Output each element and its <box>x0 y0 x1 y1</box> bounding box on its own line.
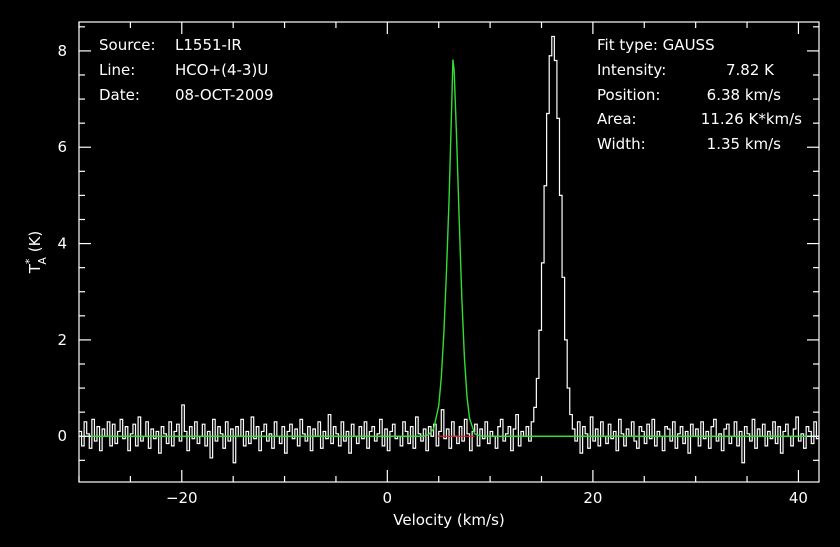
plot-frame <box>78 21 820 483</box>
x-tick-label: 0 <box>383 489 393 507</box>
axis-ticks: −20 0 20 40 0 2 4 6 8 <box>57 22 819 507</box>
position-key: Position: <box>597 86 660 104</box>
fit-type: Fit type: GAUSS <box>597 36 715 54</box>
info-right: Fit type: GAUSS Intensity: 7.82 K Positi… <box>597 36 802 153</box>
y-axis-label-main: T <box>26 263 44 274</box>
y-tick-label: 6 <box>57 138 67 156</box>
spectrum-series-line <box>79 35 819 464</box>
width-value: 1.35 km/s <box>707 135 782 153</box>
intensity-value: 7.82 K <box>726 61 775 79</box>
y-axis-label-sub: A <box>36 257 49 265</box>
y-tick-label: 8 <box>57 42 67 60</box>
date-value: 08-OCT-2009 <box>175 86 274 104</box>
svg-text:T*A (K): T*A (K) <box>23 231 49 275</box>
y-tick-label: 0 <box>57 427 67 445</box>
y-tick-label: 4 <box>57 235 67 253</box>
x-tick-label: 40 <box>789 489 808 507</box>
position-value: 6.38 km/s <box>707 86 782 104</box>
source-key: Source: <box>99 36 156 54</box>
y-axis-label-sup: * <box>23 258 36 264</box>
date-key: Date: <box>99 86 140 104</box>
width-key: Width: <box>597 135 646 153</box>
info-left: Source: L1551-IR Line: HCO+(4-3)U Date: … <box>99 36 274 104</box>
gaussian-fit-line <box>79 59 819 437</box>
plot-area <box>79 35 819 464</box>
line-value: HCO+(4-3)U <box>175 61 268 79</box>
y-axis-label-unit: (K) <box>26 231 44 257</box>
intensity-key: Intensity: <box>597 61 666 79</box>
area-key: Area: <box>597 110 637 128</box>
x-tick-label: 20 <box>583 489 602 507</box>
area-value: 11.26 K*km/s <box>701 110 802 128</box>
x-axis-label: Velocity (km/s) <box>393 511 504 529</box>
line-key: Line: <box>99 61 135 79</box>
y-axis-label: T*A (K) <box>23 231 49 275</box>
source-value: L1551-IR <box>175 36 242 54</box>
y-tick-label: 2 <box>57 331 67 349</box>
x-tick-label: −20 <box>166 489 198 507</box>
